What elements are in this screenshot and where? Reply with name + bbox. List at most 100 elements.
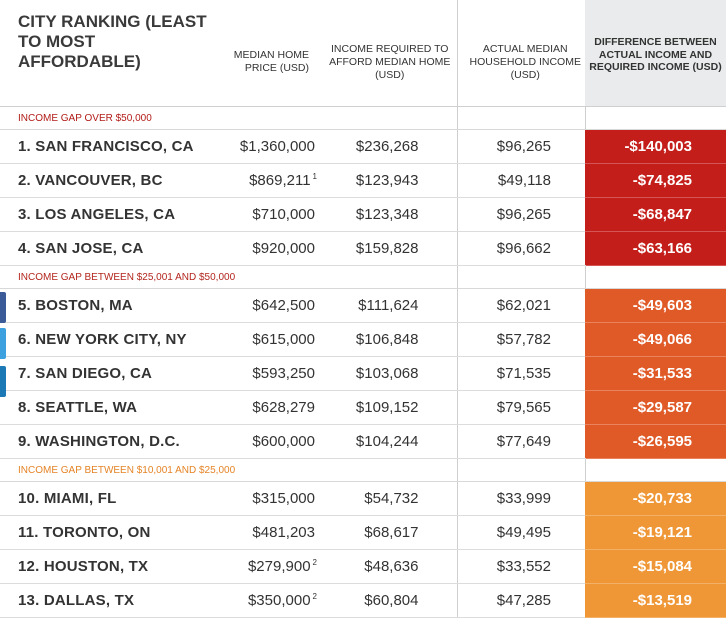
city-name: 5. BOSTON, MA [0,288,213,323]
city-name: 10. MIAMI, FL [0,481,213,516]
city-name: 8. SEATTLE, WA [0,390,213,425]
median-home-price: $710,000 [213,197,323,232]
table-row: 6. NEW YORK CITY, NY $615,000 $106,848 $57,… [0,322,726,357]
income-difference: -$49,066 [585,322,726,357]
median-home-price-value: $600,000 [252,433,315,450]
income-required: $109,152 [323,390,457,425]
facebook-share-icon[interactable] [0,292,6,323]
category-spacer [456,458,585,482]
income-required: $104,244 [323,424,457,459]
income-required: $48,636 [323,549,457,584]
footnote-marker: 1 [312,172,317,181]
table-row: 1. SAN FRANCISCO, CA $1,360,000 $236,268 $9… [0,129,726,164]
actual-income: $33,552 [456,549,585,584]
twitter-share-icon[interactable] [0,328,6,359]
linkedin-share-icon[interactable] [0,366,6,397]
median-home-price: $869,211 1 [213,163,323,198]
table-row: 11. TORONTO, ON $481,203 $68,617 $49,495 -$1… [0,515,726,550]
income-required-header: INCOME REQUIRED TO AFFORD MEDIAN HOME (U… [323,0,457,107]
table-row: 4. SAN JOSE, CA $920,000 $159,828 $96,662 -$… [0,231,726,266]
income-required: $106,848 [323,322,457,357]
actual-income: $62,021 [456,288,585,323]
category-diff-spacer [584,458,726,482]
median-home-price-value: $710,000 [252,206,315,223]
actual-income: $96,662 [456,231,585,266]
median-home-price: $920,000 [213,231,323,266]
category-diff-spacer [584,265,726,289]
table-row: 2. VANCOUVER, BC $869,211 1 $123,943 $49,118… [0,163,726,198]
city-name: 3. LOS ANGELES, CA [0,197,213,232]
income-difference: -$49,603 [585,288,726,323]
actual-income: $77,649 [456,424,585,459]
median-home-price-value: $615,000 [252,331,315,348]
income-difference: -$19,121 [585,515,726,550]
table-row: 5. BOSTON, MA $642,500 $111,624 $62,021 -$49… [0,288,726,323]
actual-income: $49,495 [456,515,585,550]
median-home-price: $350,000 2 [213,583,323,618]
income-required: $123,348 [323,197,457,232]
median-home-price: $628,279 [213,390,323,425]
income-required: $159,828 [323,231,457,266]
income-difference: -$63,166 [585,231,726,266]
city-name: 4. SAN JOSE, CA [0,231,213,266]
table-body: INCOME GAP OVER $50,000 1. SAN FRANCISCO,… [0,106,726,618]
category-row: INCOME GAP BETWEEN $25,001 AND $50,000 [0,265,726,289]
median-home-price-value: $593,250 [252,365,315,382]
table-row: 3. LOS ANGELES, CA $710,000 $123,348 $96,26… [0,197,726,232]
category-row: INCOME GAP BETWEEN $10,001 AND $25,000 [0,458,726,482]
city-name: 6. NEW YORK CITY, NY [0,322,213,357]
income-difference: -$74,825 [585,163,726,198]
income-required: $103,068 [323,356,457,391]
city-name: 11. TORONTO, ON [0,515,213,550]
median-home-price-value: $481,203 [252,524,315,541]
median-home-price-value: $628,279 [252,399,315,416]
income-required: $236,268 [323,129,457,164]
table-row: 8. SEATTLE, WA $628,279 $109,152 $79,565 -$2… [0,390,726,425]
median-home-price-value: $315,000 [252,490,315,507]
city-name: 7. SAN DIEGO, CA [0,356,213,391]
median-home-price: $481,203 [213,515,323,550]
header-row: CITY RANKING (LEAST TO MOST AFFORDABLE) … [0,0,726,107]
income-difference: -$15,084 [585,549,726,584]
category-label: INCOME GAP BETWEEN $10,001 AND $25,000 [0,458,457,482]
median-home-price: $600,000 [213,424,323,459]
median-home-price: $642,500 [213,288,323,323]
city-name: 9. WASHINGTON, D.C. [0,424,213,459]
median-home-price-value: $279,900 [247,558,311,575]
income-difference: -$140,003 [585,129,726,164]
difference-header: DIFFERENCE BETWEEN ACTUAL INCOME AND REQ… [585,0,726,107]
median-home-price: $315,000 [213,481,323,516]
income-required: $54,732 [323,481,457,516]
category-label: INCOME GAP OVER $50,000 [0,106,457,130]
category-label: INCOME GAP BETWEEN $25,001 AND $50,000 [0,265,457,289]
median-home-price: $615,000 [213,322,323,357]
table-row: 13. DALLAS, TX $350,000 2 $60,804 $47,285 -$1… [0,583,726,618]
actual-income-header: ACTUAL MEDIAN HOUSEHOLD INCOME (USD) [456,0,585,107]
table-row: 7. SAN DIEGO, CA $593,250 $103,068 $71,535-… [0,356,726,391]
footnote-marker: 2 [312,592,317,601]
income-difference: -$68,847 [585,197,726,232]
actual-income: $96,265 [456,129,585,164]
table-row: 12. HOUSTON, TX $279,900 2 $48,636 $33,552 -$… [0,549,726,584]
income-required: $111,624 [323,288,457,323]
income-required: $60,804 [323,583,457,618]
category-row: INCOME GAP OVER $50,000 [0,106,726,130]
category-spacer [456,106,585,130]
income-difference: -$29,587 [585,390,726,425]
city-name: 13. DALLAS, TX [0,583,213,618]
median-home-price-value: $642,500 [252,297,315,314]
median-home-price-header: MEDIAN HOME PRICE (USD) [213,0,323,107]
table-row: 9. WASHINGTON, D.C. $600,000 $104,244 $77,6… [0,424,726,459]
actual-income: $47,285 [456,583,585,618]
city-name: 12. HOUSTON, TX [0,549,213,584]
actual-income: $79,565 [456,390,585,425]
actual-income: $71,535 [456,356,585,391]
actual-income: $96,265 [456,197,585,232]
category-diff-spacer [584,106,726,130]
median-home-price: $1,360,000 [213,129,323,164]
actual-income: $49,118 [456,163,585,198]
category-spacer [456,265,585,289]
city-name: 2. VANCOUVER, BC [0,163,213,198]
table-row: 10. MIAMI, FL $315,000 $54,732 $33,999 -$20,… [0,481,726,516]
